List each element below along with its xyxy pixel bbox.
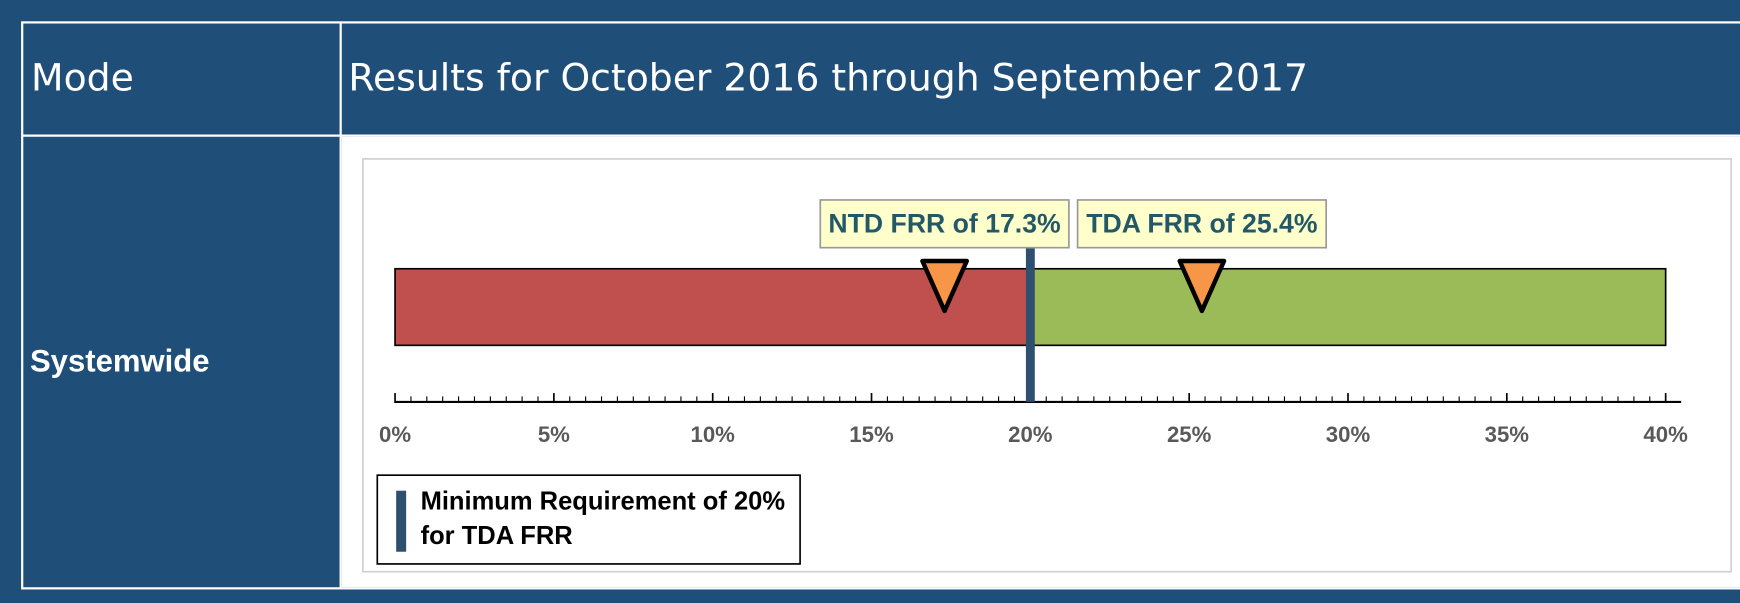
x-tick-label: 40% <box>1643 422 1688 447</box>
row-label: Systemwide <box>30 343 210 378</box>
x-tick-label: 5% <box>538 422 570 447</box>
x-tick-label: 10% <box>690 422 735 447</box>
marker-label-box <box>819 199 1070 249</box>
header-cell: Results for October 2016 through Septemb… <box>348 56 1308 100</box>
x-tick-label: 30% <box>1326 422 1371 447</box>
x-tick-label: 35% <box>1485 422 1530 447</box>
marker-label: NTD FRR of 17.3% <box>828 209 1060 239</box>
marker <box>1177 258 1227 314</box>
x-tick-label: 25% <box>1167 422 1212 447</box>
legend-label: Minimum Requirement of 20% for TDA FRR <box>420 486 786 550</box>
table-border <box>21 21 1740 590</box>
x-tick-label: 20% <box>1008 422 1053 447</box>
x-tick-label: 0% <box>379 422 411 447</box>
legend-swatch <box>396 490 407 552</box>
plot: 0% 5% 10% 15% 20% 25% 30% 35% 40% NTD FRR of 17.3… <box>379 199 1688 447</box>
legend-box <box>376 474 801 565</box>
marker-label-box <box>1076 199 1327 249</box>
marker-label: TDA FRR of 25.4% <box>1086 209 1317 239</box>
legend-label-box: Minimum Requirement of 20% for TDA FRR <box>420 486 786 550</box>
header-cell: Mode <box>31 56 134 100</box>
x-tick-label: 15% <box>849 422 894 447</box>
marker <box>920 258 969 314</box>
threshold-line <box>1025 246 1035 402</box>
range-band <box>394 267 1032 347</box>
range-band <box>1029 267 1667 347</box>
